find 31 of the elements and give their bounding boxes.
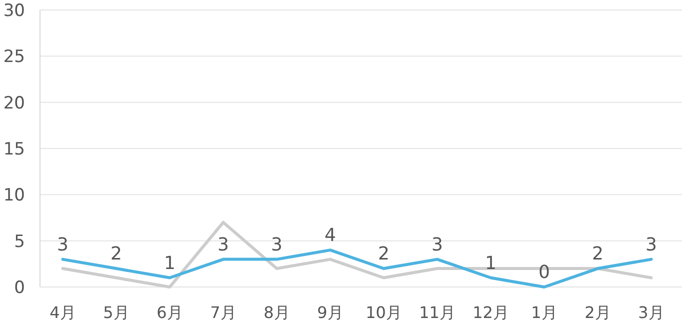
x-tick-label: 2月 <box>584 303 611 322</box>
y-tick-label: 30 <box>3 1 25 21</box>
x-tick-label: 9月 <box>317 303 344 322</box>
x-tick-label: 12月 <box>472 303 509 322</box>
x-tick-label: 8月 <box>264 303 290 322</box>
y-tick-label: 20 <box>3 93 25 114</box>
data-label: 3 <box>218 234 229 256</box>
data-label: 1 <box>485 252 496 274</box>
y-tick-label: 0 <box>14 278 25 298</box>
data-label: 3 <box>646 234 657 256</box>
data-label: 2 <box>592 244 604 265</box>
data-label: 1 <box>164 252 176 274</box>
x-tick-label: 3月 <box>638 303 664 322</box>
x-tick-label: 5月 <box>103 303 130 322</box>
data-label: 3 <box>432 234 443 256</box>
x-tick-label: 6月 <box>156 303 183 322</box>
y-tick-label: 10 <box>3 186 25 206</box>
y-tick-label: 25 <box>3 47 25 68</box>
y-tick-label: 15 <box>3 140 25 160</box>
x-tick-label: 7月 <box>210 303 236 322</box>
x-tick-label: 11月 <box>419 303 456 322</box>
x-tick-label: 10月 <box>366 303 402 322</box>
data-label: 2 <box>110 244 122 265</box>
data-label: 4 <box>324 225 336 246</box>
y-tick-label: 5 <box>14 232 25 252</box>
x-tick-label: 4月 <box>50 303 76 322</box>
data-label: 2 <box>378 244 390 265</box>
data-label: 3 <box>57 234 68 256</box>
data-label: 3 <box>271 234 282 256</box>
data-label: 0 <box>538 262 550 283</box>
x-tick-label: 1月 <box>531 303 558 322</box>
